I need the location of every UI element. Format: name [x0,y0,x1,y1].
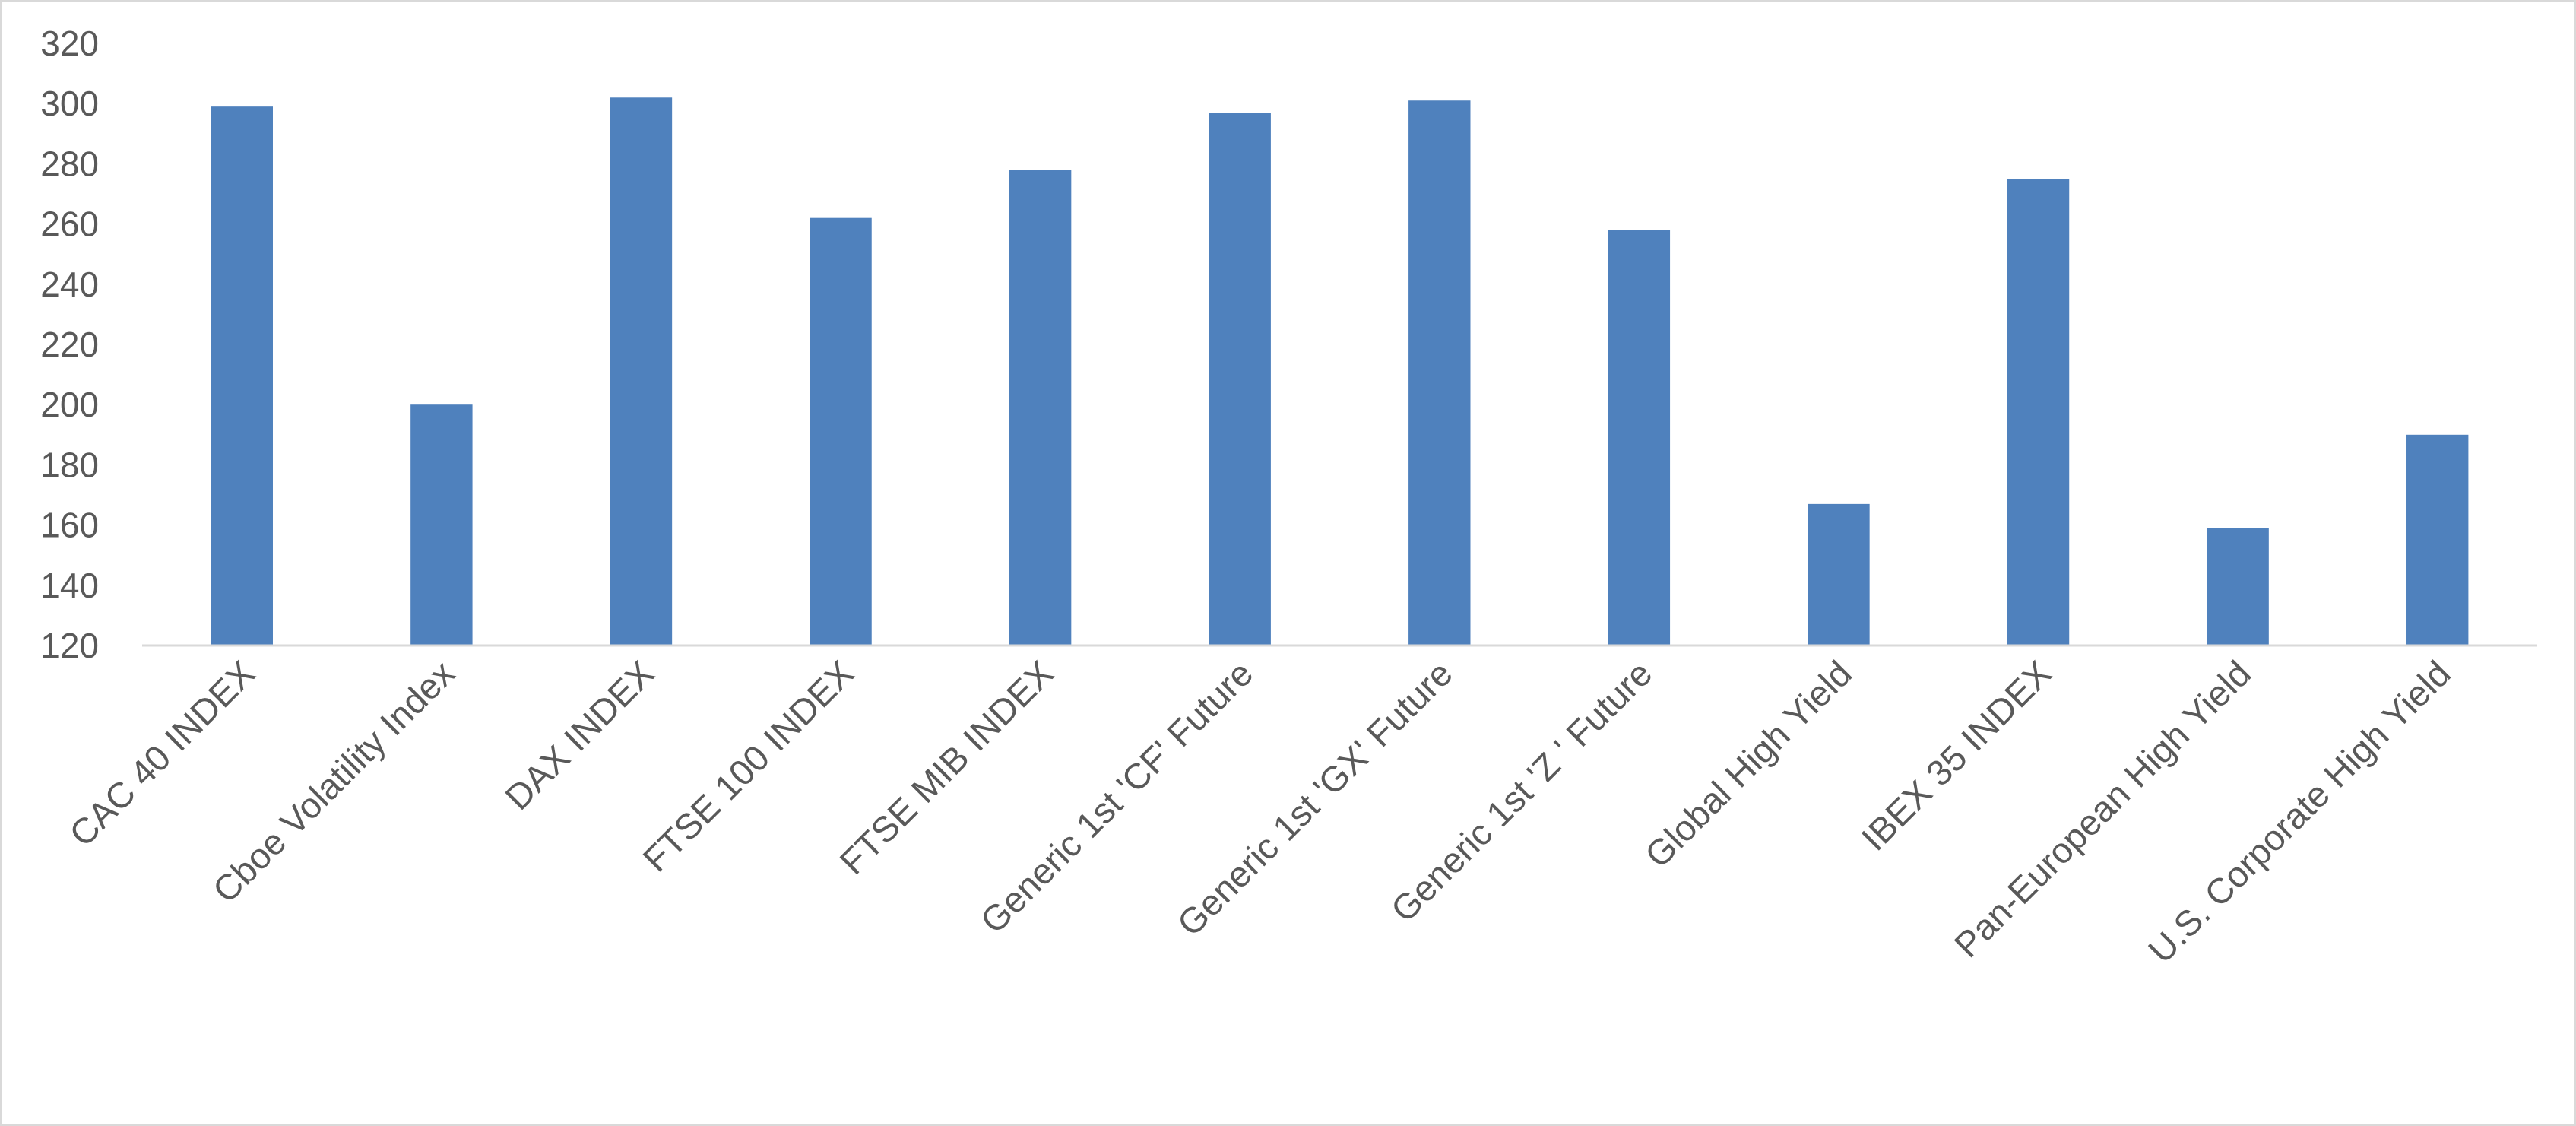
bar [1209,113,1271,645]
y-tick-label: 160 [40,506,99,545]
bar [1408,100,1471,646]
bar [2406,434,2469,645]
bar [1808,503,1870,645]
y-tick-label: 120 [40,626,99,665]
bar [410,404,473,645]
y-tick-label: 240 [40,265,99,304]
y-tick-label: 260 [40,205,99,244]
bar [2007,179,2070,645]
bar [610,97,673,645]
y-tick-label: 300 [40,84,99,123]
bar [2207,528,2269,645]
bar [1009,170,1072,645]
y-tick-label: 140 [40,566,99,605]
y-tick-label: 220 [40,325,99,364]
y-tick-label: 280 [40,144,99,183]
bar [1608,230,1671,645]
bar [810,217,872,645]
y-tick-label: 180 [40,445,99,484]
bar [211,106,273,645]
y-tick-label: 200 [40,385,99,424]
y-tick-label: 320 [40,24,99,63]
